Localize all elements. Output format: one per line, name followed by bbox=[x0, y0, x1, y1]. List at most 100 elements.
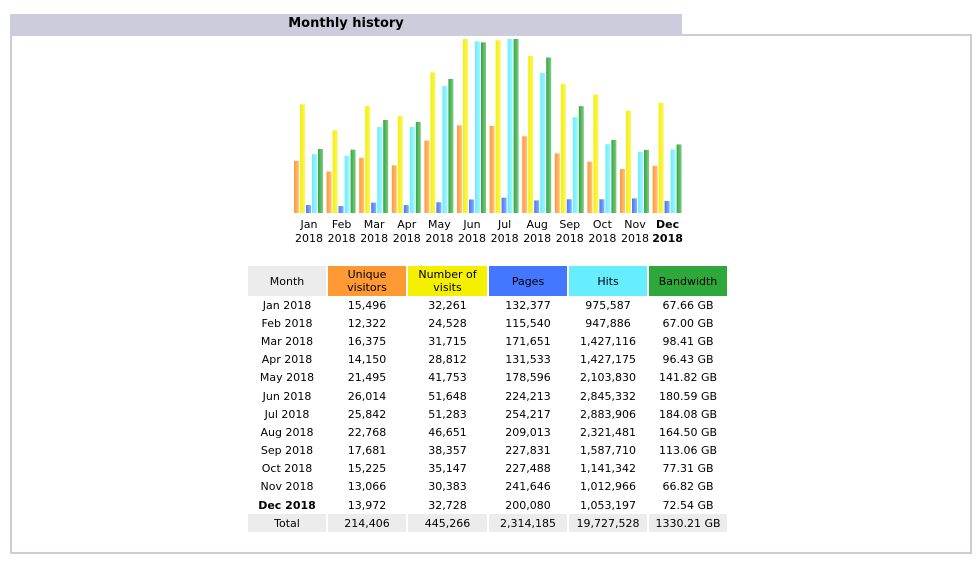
table-cell: 113.06 GB bbox=[649, 441, 729, 460]
table-cell: 31,715 bbox=[408, 332, 489, 351]
monthly-stats-table: Month Unique visitors Number of visits Pag… bbox=[248, 266, 729, 533]
header-hits: Hits bbox=[569, 266, 649, 296]
table-cell: 131,533 bbox=[489, 350, 569, 369]
bar-bandwidth-nov bbox=[644, 149, 649, 213]
table-cell: 38,357 bbox=[408, 441, 489, 460]
bar-hits-jan bbox=[312, 154, 317, 213]
table-header-row: Month Unique visitors Number of visits Pag… bbox=[248, 266, 729, 296]
bar-unique-dec bbox=[652, 165, 658, 213]
table-cell: 32,261 bbox=[408, 296, 489, 315]
bar-bandwidth-dec bbox=[676, 144, 682, 213]
bar-bandwidth-feb bbox=[350, 149, 356, 213]
table-cell: Aug 2018 bbox=[248, 423, 328, 442]
table-cell: 1,053,197 bbox=[569, 496, 649, 515]
bar-visits-jul bbox=[495, 40, 501, 213]
table-cell: 209,013 bbox=[489, 423, 569, 442]
table-cell: 35,147 bbox=[408, 459, 489, 478]
table-cell: 96.43 GB bbox=[649, 350, 729, 369]
bar-bandwidth-aug bbox=[546, 57, 552, 213]
bar-hits-may bbox=[442, 86, 448, 213]
bar-unique-may bbox=[424, 140, 430, 213]
table-cell: 975,587 bbox=[569, 296, 649, 315]
bar-bandwidth-jul bbox=[513, 39, 519, 213]
table-cell: 30,383 bbox=[408, 477, 489, 497]
table-cell: 98.41 GB bbox=[649, 332, 729, 351]
table-cell: Jan 2018 bbox=[248, 296, 328, 315]
bar-visits-nov bbox=[626, 110, 631, 213]
bar-hits-jun bbox=[475, 41, 480, 213]
table-cell: 67.66 GB bbox=[649, 296, 729, 315]
bar-hits-jul bbox=[507, 39, 513, 213]
table-cell: May 2018 bbox=[248, 368, 328, 387]
table-cell: 200,080 bbox=[489, 496, 569, 515]
table-cell: Apr 2018 bbox=[248, 350, 328, 369]
table-cell: 224,213 bbox=[489, 386, 569, 406]
bar-visits-dec bbox=[658, 102, 664, 213]
bar-hits-apr bbox=[409, 126, 415, 213]
table-cell: 141.82 GB bbox=[649, 368, 729, 387]
chart-month-label: Jan 2018 bbox=[295, 218, 323, 245]
bar-hits-nov bbox=[638, 151, 643, 213]
bar-hits-aug bbox=[540, 72, 546, 213]
bar-bandwidth-sep bbox=[578, 106, 584, 213]
bar-unique-feb bbox=[326, 171, 332, 213]
table-cell: 41,753 bbox=[408, 368, 489, 387]
table-cell: 67.00 GB bbox=[649, 314, 729, 333]
bar-unique-jun bbox=[457, 125, 462, 213]
bar-visits-oct bbox=[593, 94, 599, 213]
table-cell: Jul 2018 bbox=[248, 405, 328, 424]
table-cell: Jun 2018 bbox=[248, 386, 328, 406]
chart-month-label: Apr 2018 bbox=[392, 218, 421, 245]
table-cell: 1,141,342 bbox=[569, 459, 649, 478]
table-cell: 46,651 bbox=[408, 423, 489, 442]
bar-pages-mar bbox=[371, 202, 377, 213]
table-cell: 32,728 bbox=[408, 496, 489, 515]
table-cell: 132,377 bbox=[489, 296, 569, 315]
chart-month-label: Jun 2018 bbox=[458, 218, 486, 245]
table-cell: 1,587,710 bbox=[569, 441, 649, 460]
bar-pages-jan bbox=[306, 205, 311, 213]
table-cell: 184.08 GB bbox=[649, 405, 729, 424]
bar-bandwidth-apr bbox=[415, 121, 421, 213]
bar-bandwidth-may bbox=[448, 78, 454, 213]
table-cell: 13,066 bbox=[328, 477, 408, 497]
chart-month-label: Nov 2018 bbox=[621, 218, 649, 245]
table-row: Aug 2018 22,768 46,651 209,013 2,321,481 164.… bbox=[248, 423, 729, 442]
table-row: Apr 2018 14,150 28,812 131,533 1,427,175 96.4… bbox=[248, 350, 729, 369]
header-bandwidth: Bandwidth bbox=[649, 266, 729, 296]
bar-unique-mar bbox=[359, 157, 365, 213]
bar-visits-sep bbox=[560, 83, 566, 214]
bar-pages-jul bbox=[501, 197, 507, 213]
header-number-of-visits: Number of visits bbox=[408, 266, 489, 296]
table-row: Sep 2018 17,681 38,357 227,831 1,587,710 113.… bbox=[248, 441, 729, 460]
chart-month-label: Mar 2018 bbox=[360, 218, 389, 245]
table-cell: 15,496 bbox=[328, 296, 408, 315]
table-cell: Feb 2018 bbox=[248, 314, 328, 333]
table-cell: 1,427,175 bbox=[569, 350, 649, 369]
bar-unique-oct bbox=[587, 161, 593, 213]
table-cell: 25,842 bbox=[328, 405, 408, 424]
bar-unique-nov bbox=[620, 168, 625, 213]
bar-visits-jan bbox=[300, 104, 305, 213]
table-row: Dec 2018 13,972 32,728 200,080 1,053,197 72.5… bbox=[248, 496, 729, 515]
bar-hits-sep bbox=[572, 117, 578, 213]
table-cell: 1,427,116 bbox=[569, 332, 649, 351]
table-cell: 14,150 bbox=[328, 350, 408, 369]
bar-visits-apr bbox=[397, 115, 403, 213]
table-cell: 2,321,481 bbox=[569, 423, 649, 442]
chart-month-label: Sep 2018 bbox=[555, 218, 584, 245]
bar-hits-dec bbox=[670, 149, 676, 213]
table-row: Nov 2018 13,066 30,383 241,646 1,012,966 66.8… bbox=[248, 477, 729, 497]
bar-visits-feb bbox=[332, 130, 338, 213]
table-total-cell: 445,266 bbox=[408, 514, 489, 533]
table-cell: Mar 2018 bbox=[248, 332, 328, 351]
chart-month-label: Aug 2018 bbox=[523, 218, 552, 245]
bar-pages-jun bbox=[469, 199, 474, 213]
bar-bandwidth-jun bbox=[481, 42, 486, 214]
table-total-row: Total 214,406 445,266 2,314,185 19,727,528 13… bbox=[248, 514, 729, 533]
table-cell: 171,651 bbox=[489, 332, 569, 351]
table-cell: 947,886 bbox=[569, 314, 649, 333]
table-row: Mar 2018 16,375 31,715 171,651 1,427,116 98.4… bbox=[248, 332, 729, 351]
bar-pages-aug bbox=[534, 200, 540, 213]
